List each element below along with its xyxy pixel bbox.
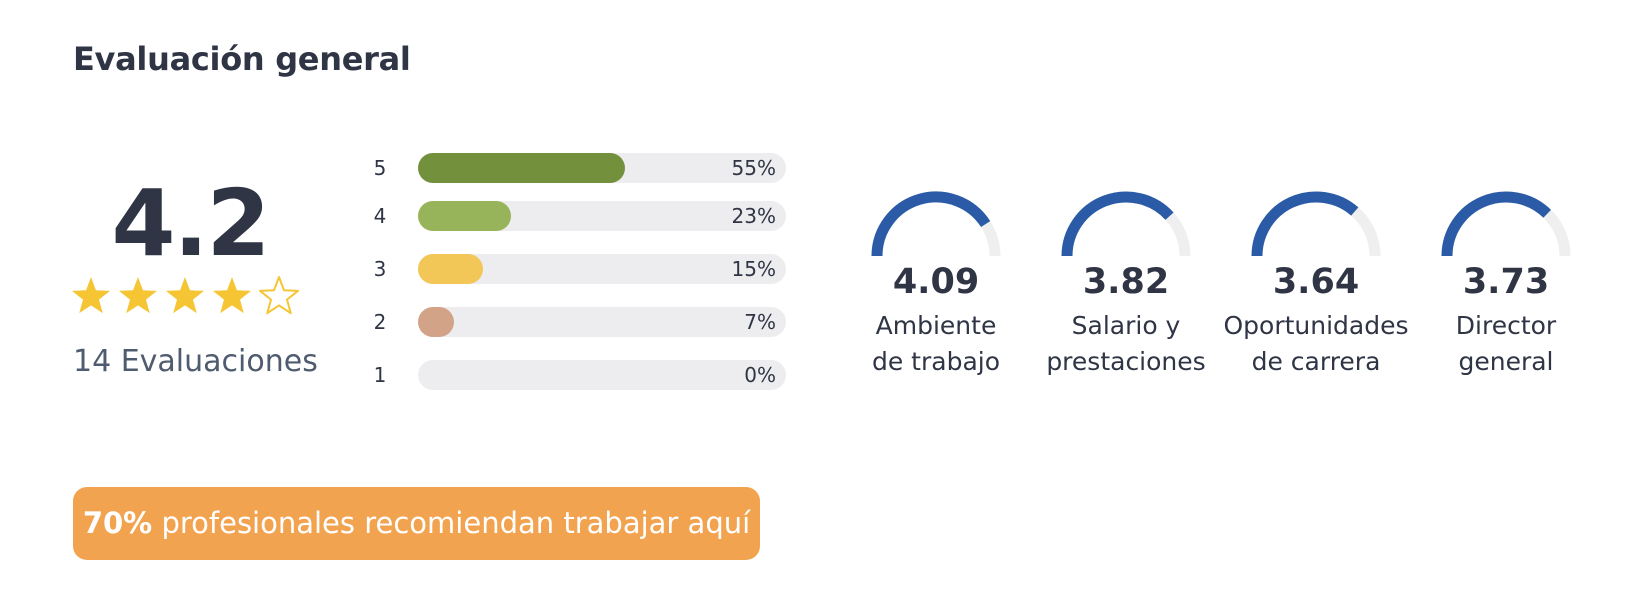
distribution-percent: 15% [731,257,776,281]
star-filled-icon [72,277,111,314]
gauge-fill [1441,191,1552,257]
recommendation-percent: 70% [82,506,153,540]
level-label: 4 [373,204,387,228]
gauge-track [871,191,1001,257]
distribution-bar-track: 7% [418,307,786,337]
star-filled-icon [118,277,158,314]
level-label: 5 [373,156,387,180]
gauge-track [1441,191,1571,257]
star-filled-icon [165,277,205,314]
star-filled-icon [212,277,252,314]
gauge-arc [871,191,1001,257]
gauge-value: 3.64 [1272,262,1360,302]
distribution-percent: 7% [744,310,776,334]
gauge-oportunidades-de-carrera: 3.64 Oportunidades de carrera [1223,190,1409,390]
gauge-arc [1061,191,1191,257]
distribution-percent: 23% [731,204,776,228]
distribution-bar-fill [418,254,483,284]
overall-score: 4.2 [111,170,271,277]
gauge-label-line2: general [1458,347,1554,376]
gauge-arc [1441,191,1571,257]
distribution-row-2: 2 7% [370,307,790,337]
gauge-value: 3.73 [1462,262,1550,302]
gauge-track [1061,191,1191,257]
gauge-label: Salario y prestaciones [1026,308,1226,380]
gauge-fill [1061,191,1174,257]
distribution-percent: 0% [744,363,776,387]
gauge-label-line1: Oportunidades [1223,311,1409,340]
distribution-bar-track: 23% [418,201,786,231]
gauge-value: 3.82 [1082,262,1170,302]
gauge-label-line2: prestaciones [1046,347,1206,376]
gauge-label-line2: de trabajo [871,347,1001,376]
section-title: Evaluación general [73,40,411,78]
distribution-bar-fill [418,201,512,231]
gauge-fill [871,191,991,257]
gauge-label: Oportunidades de carrera [1216,308,1416,380]
distribution-row-3: 3 15% [370,254,790,284]
level-label: 1 [373,363,387,387]
star-empty-icon [258,276,300,315]
gauge-value: 4.09 [892,262,980,302]
distribution-bar-fill [418,307,454,337]
gauge-track [1251,191,1381,257]
gauge-arc [1251,191,1381,257]
gauge-label-line1: Director [1455,311,1557,340]
distribution-bar-fill [418,153,626,183]
distribution-bar-track: 55% [418,153,786,183]
gauge-label-line1: Ambiente [875,311,997,340]
category-scores: 4.09 Ambiente de trabajo 3.82 Salario y pr… [846,190,1606,390]
gauge-ambiente-de-trabajo: 4.09 Ambiente de trabajo [846,190,1026,390]
gauge-label-line1: Salario y [1071,311,1181,340]
gauge-salario-y-prestaciones: 3.82 Salario y prestaciones [1036,190,1216,390]
distribution-row-1: 1 0% [370,360,790,390]
distribution-bar-track: 0% [418,360,786,390]
distribution-bar-track: 15% [418,254,786,284]
level-label: 3 [373,257,387,281]
gauge-label-line2: de carrera [1251,347,1381,376]
recommendation-banner: 70% profesionales recomiendan trabajar a… [73,487,760,560]
gauge-director-general: 3.73 Director general [1416,190,1596,390]
star-rating [72,276,300,315]
recommendation-text: profesionales recomiendan trabajar aquí [152,506,751,540]
gauge-label: Ambiente de trabajo [836,308,1036,380]
level-label: 2 [373,310,387,334]
distribution-row-5: 5 55% [370,153,790,183]
reviews-count: 14 Evaluaciones [73,344,318,379]
gauge-label: Director general [1406,308,1606,380]
gauge-fill [1251,191,1359,257]
distribution-percent: 55% [731,156,776,180]
distribution-row-4: 4 23% [370,201,790,231]
